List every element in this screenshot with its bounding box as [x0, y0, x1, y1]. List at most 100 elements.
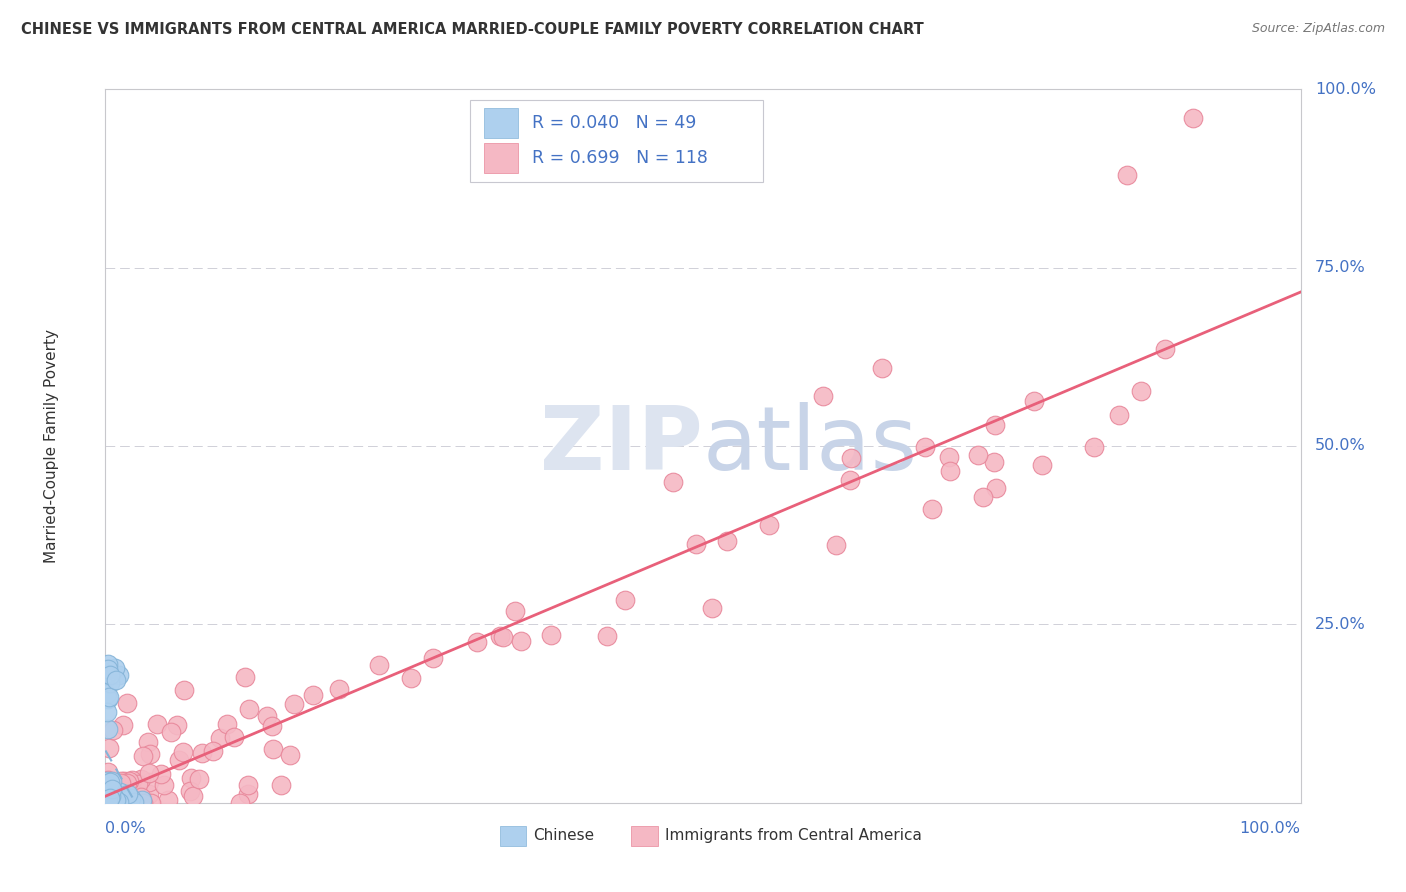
Text: 25.0%: 25.0%: [1315, 617, 1365, 632]
Point: [132, 748, 155, 763]
Point: [209, 731, 232, 745]
Point: [104, 774, 127, 789]
Point: [492, 630, 515, 644]
Point: [132, 796, 155, 810]
Point: [984, 417, 1007, 432]
Point: [97, 787, 120, 801]
Text: 0.0%: 0.0%: [105, 821, 146, 836]
Point: [100, 793, 122, 807]
Text: ZIP: ZIP: [540, 402, 703, 490]
Point: [101, 790, 124, 805]
Point: [110, 774, 132, 789]
Point: [1116, 168, 1139, 182]
Point: [110, 775, 132, 789]
Text: R = 0.040   N = 49: R = 0.040 N = 49: [531, 114, 696, 132]
Point: [1154, 343, 1177, 357]
Point: [702, 601, 724, 615]
Point: [112, 796, 135, 810]
Point: [129, 790, 152, 805]
Point: [97, 657, 120, 672]
Point: [117, 696, 139, 710]
Bar: [484, 108, 517, 137]
Point: [97, 772, 120, 787]
Bar: [631, 826, 658, 846]
Point: [167, 753, 190, 767]
Point: [839, 450, 862, 465]
Point: [101, 774, 124, 789]
Point: [685, 537, 707, 551]
Point: [914, 440, 936, 454]
Point: [104, 661, 127, 675]
Point: [96, 782, 118, 797]
Point: [98, 791, 121, 805]
Point: [97, 792, 120, 806]
Text: R = 0.699   N = 118: R = 0.699 N = 118: [531, 150, 709, 168]
Point: [149, 767, 172, 781]
Point: [115, 776, 138, 790]
Point: [173, 683, 195, 698]
Point: [138, 787, 160, 801]
Point: [973, 490, 995, 504]
Point: [98, 779, 121, 793]
Point: [98, 775, 121, 789]
Point: [108, 796, 131, 810]
Point: [138, 766, 160, 780]
Point: [401, 672, 423, 686]
Point: [368, 658, 391, 673]
Bar: [501, 826, 526, 846]
Text: 50.0%: 50.0%: [1315, 439, 1365, 453]
Point: [938, 450, 960, 464]
Point: [111, 783, 134, 797]
Point: [107, 789, 129, 804]
Point: [107, 796, 129, 810]
Point: [97, 780, 120, 795]
Point: [278, 747, 301, 762]
Point: [103, 796, 125, 810]
Point: [236, 787, 259, 801]
Point: [838, 473, 860, 487]
Point: [124, 788, 146, 802]
Point: [101, 791, 124, 805]
Point: [96, 796, 118, 810]
Point: [129, 772, 152, 787]
Point: [101, 723, 124, 737]
Point: [105, 789, 128, 804]
Point: [105, 796, 128, 810]
Point: [595, 629, 617, 643]
Point: [139, 747, 162, 761]
Point: [111, 718, 134, 732]
Point: [111, 796, 134, 810]
Point: [222, 731, 245, 745]
Point: [122, 795, 145, 809]
Point: [100, 789, 122, 804]
Point: [98, 796, 121, 810]
Point: [104, 794, 127, 808]
Point: [811, 389, 834, 403]
Text: atlas: atlas: [703, 402, 918, 490]
Point: [824, 538, 846, 552]
Point: [179, 783, 201, 797]
Point: [98, 690, 121, 705]
Point: [117, 780, 139, 794]
Point: [100, 782, 122, 797]
Point: [236, 778, 259, 792]
Point: [262, 719, 284, 733]
Point: [716, 533, 738, 548]
Point: [97, 662, 120, 676]
Point: [96, 788, 118, 802]
Point: [1031, 458, 1053, 472]
Point: [110, 792, 132, 806]
Point: [256, 708, 278, 723]
Point: [146, 716, 169, 731]
Point: [103, 796, 125, 810]
Point: [202, 744, 225, 758]
Point: [122, 796, 145, 810]
Point: [983, 455, 1005, 469]
Point: [104, 796, 127, 810]
Point: [104, 796, 127, 810]
Point: [129, 796, 152, 810]
Point: [120, 790, 142, 805]
Point: [1083, 441, 1105, 455]
Point: [96, 792, 118, 806]
Point: [138, 775, 160, 789]
